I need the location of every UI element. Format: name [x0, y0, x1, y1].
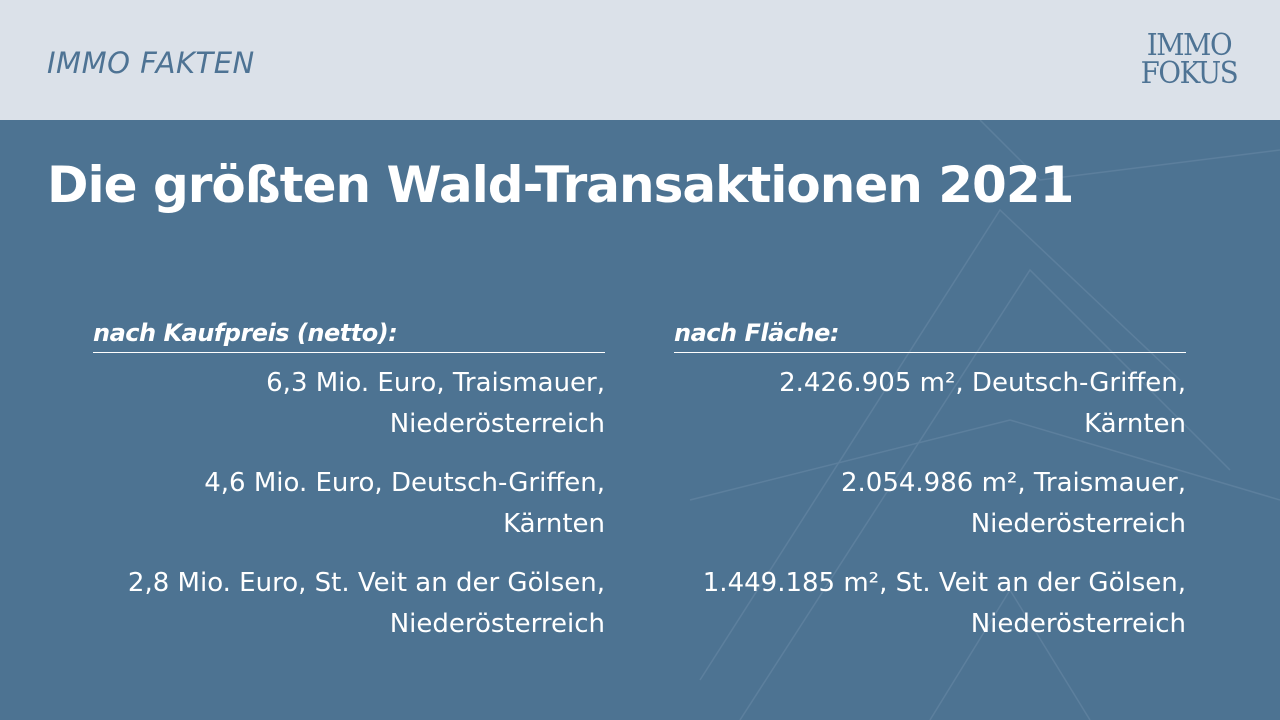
entry-line-1: 2,8 Mio. Euro, St. Veit an der Gölsen, — [127, 568, 605, 598]
entry-line-2: Kärnten — [503, 509, 605, 539]
column-heading-price: nach Kaufpreis (netto): — [93, 318, 605, 353]
column-by-area: nach Fläche: 2.426.905 m², Deutsch-Griff… — [674, 318, 1186, 645]
logo-line-2: FOKUS — [1140, 56, 1239, 91]
entry-line-1: 2.054.986 m², Traismauer, — [840, 468, 1186, 498]
list-item: 6,3 Mio. Euro, Traismauer, Niederösterre… — [93, 363, 605, 445]
section-label: IMMO FAKTEN — [47, 46, 255, 80]
list-item: 2.426.905 m², Deutsch-Griffen, Kärnten — [674, 363, 1186, 445]
column-heading-area: nach Fläche: — [674, 318, 1186, 353]
list-item: 1.449.185 m², St. Veit an der Gölsen, Ni… — [674, 563, 1186, 645]
entry-line-2: Niederösterreich — [389, 609, 605, 639]
logo-line-1: IMMO — [1146, 28, 1233, 63]
entry-line-1: 6,3 Mio. Euro, Traismauer, — [266, 368, 605, 398]
list-item: 2,8 Mio. Euro, St. Veit an der Gölsen, N… — [93, 563, 605, 645]
header-bar: IMMO FAKTEN IMMO FOKUS — [0, 0, 1280, 120]
entry-line-2: Niederösterreich — [970, 609, 1186, 639]
entry-line-2: Kärnten — [1084, 409, 1186, 439]
page-title: Die größten Wald-Transaktionen 2021 — [47, 156, 1074, 214]
entry-line-1: 2.426.905 m², Deutsch-Griffen, — [779, 368, 1186, 398]
entry-line-2: Niederösterreich — [970, 509, 1186, 539]
column-by-price: nach Kaufpreis (netto): 6,3 Mio. Euro, T… — [93, 318, 605, 645]
list-item: 4,6 Mio. Euro, Deutsch-Griffen, Kärnten — [93, 463, 605, 545]
immofokus-logo: IMMO FOKUS — [1128, 28, 1250, 91]
entry-line-2: Niederösterreich — [389, 409, 605, 439]
entry-line-1: 4,6 Mio. Euro, Deutsch-Griffen, — [204, 468, 605, 498]
background-house-outline — [689, 120, 1280, 720]
entry-line-1: 1.449.185 m², St. Veit an der Gölsen, — [702, 568, 1186, 598]
list-item: 2.054.986 m², Traismauer, Niederösterrei… — [674, 463, 1186, 545]
